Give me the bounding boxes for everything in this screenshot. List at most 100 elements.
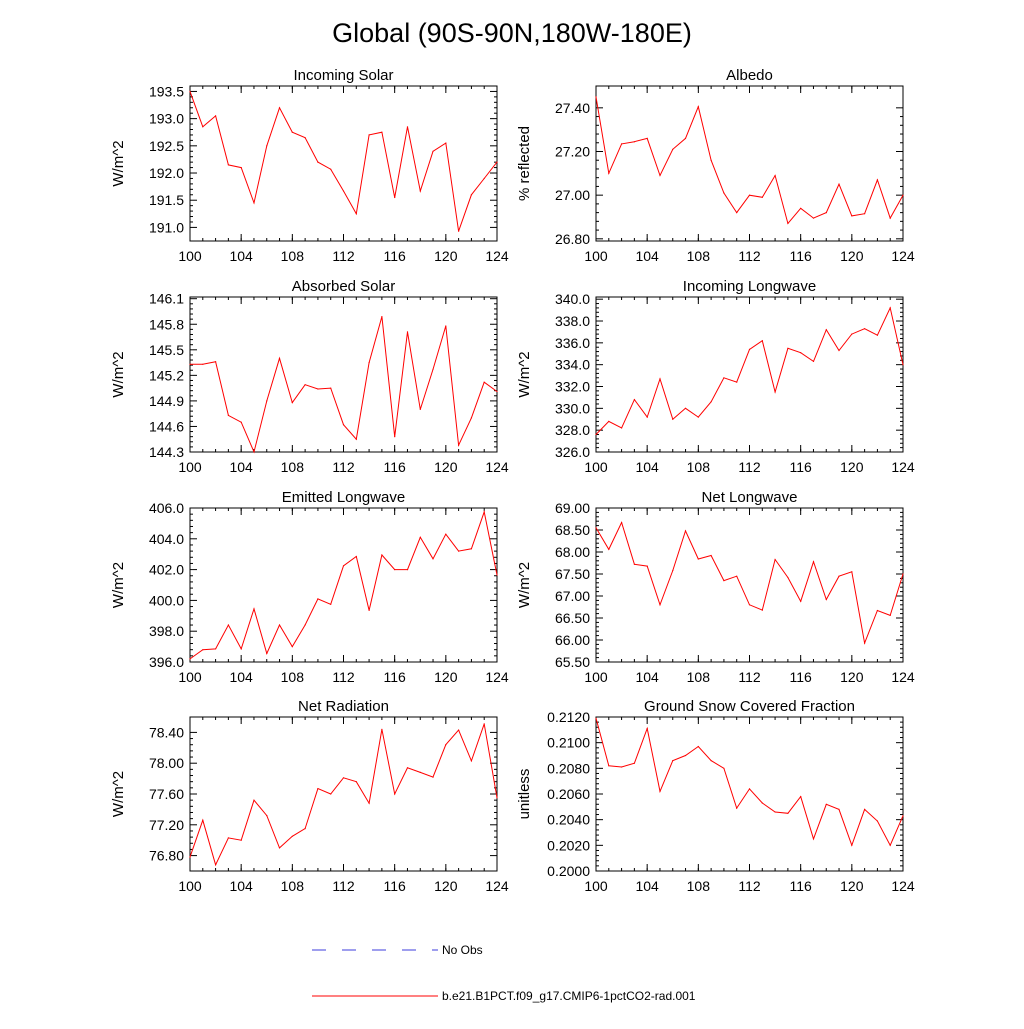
y-tick-label: 192.0 — [149, 165, 184, 181]
y-axis-label: W/m^2 — [110, 351, 127, 397]
data-point — [659, 174, 661, 177]
data-point — [483, 381, 485, 383]
x-tick-label: 100 — [178, 669, 202, 685]
series-line — [595, 521, 904, 645]
data-point — [787, 222, 789, 225]
x-tick-label: 124 — [891, 459, 915, 475]
data-point — [633, 762, 636, 764]
y-tick-label: 0.2000 — [547, 863, 590, 879]
x-tick-label: 124 — [485, 248, 509, 264]
data-point — [496, 161, 498, 163]
y-tick-label: 78.40 — [149, 724, 184, 740]
data-point — [445, 744, 447, 746]
data-point — [902, 194, 904, 196]
y-axis-label: W/m^2 — [516, 562, 533, 608]
panel-title: Ground Snow Covered Fraction — [644, 698, 855, 715]
y-tick-label: 0.2100 — [547, 735, 590, 751]
data-point — [317, 598, 319, 600]
data-point — [659, 790, 661, 793]
x-tick-label: 120 — [840, 669, 864, 685]
y-tick-label: 332.0 — [555, 379, 590, 395]
data-point — [864, 642, 866, 644]
data-point — [240, 648, 242, 650]
data-point — [876, 609, 879, 612]
data-point — [902, 815, 904, 817]
data-point — [889, 844, 891, 846]
panel-title: Albedo — [726, 67, 773, 84]
y-tick-label: 78.00 — [149, 755, 184, 771]
x-tick-label: 104 — [229, 878, 253, 894]
data-point — [355, 213, 357, 215]
data-point — [215, 115, 217, 117]
x-tick-label: 112 — [332, 248, 355, 264]
y-tick-label: 192.5 — [149, 138, 184, 154]
data-point — [787, 347, 789, 349]
legend-label-2: b.e21.B1PCT.f09_g17.CMIP6-1pctCO2-rad.00… — [442, 989, 696, 1003]
series-line — [189, 723, 498, 867]
x-tick-label: 108 — [281, 669, 305, 685]
data-point — [659, 378, 661, 380]
data-point — [496, 574, 498, 576]
panel-title: Incoming Longwave — [683, 278, 816, 295]
data-point — [458, 550, 460, 552]
data-point — [774, 174, 776, 177]
data-point — [266, 400, 268, 402]
series-line — [595, 96, 904, 225]
data-point — [406, 331, 409, 333]
x-tick-label: 120 — [434, 459, 458, 475]
data-point — [697, 745, 699, 748]
data-point — [215, 648, 217, 650]
data-point — [697, 416, 699, 418]
figure-title: Global (90S-90N,180W-180E) — [332, 18, 692, 48]
x-tick-label: 124 — [891, 248, 915, 264]
data-point — [483, 723, 485, 725]
data-point — [608, 548, 610, 551]
y-tick-label: 27.20 — [555, 143, 590, 159]
data-point — [608, 420, 610, 422]
y-tick-label: 69.00 — [555, 500, 590, 516]
data-point — [470, 417, 472, 419]
x-tick-label: 108 — [687, 669, 711, 685]
y-tick-label: 144.3 — [149, 444, 184, 460]
data-point — [394, 436, 396, 438]
data-point — [838, 349, 840, 352]
y-tick-label: 66.00 — [555, 632, 590, 648]
data-point — [317, 788, 319, 790]
data-point — [458, 729, 460, 731]
x-tick-label: 116 — [790, 878, 813, 894]
data-point — [595, 433, 597, 436]
panel-5: Emitted Longwave 100 104 108 112 116 120 124 396… — [110, 489, 509, 685]
x-tick-label: 112 — [738, 459, 761, 475]
data-point — [800, 352, 802, 354]
data-point — [736, 381, 738, 383]
data-point — [330, 603, 332, 605]
x-tick-label: 104 — [635, 878, 659, 894]
data-point — [342, 190, 345, 192]
x-tick-label: 104 — [229, 248, 253, 264]
x-tick-label: 112 — [332, 878, 355, 894]
data-point — [240, 421, 242, 423]
data-point — [240, 167, 242, 169]
data-point — [684, 530, 687, 532]
data-point — [812, 838, 815, 840]
data-point — [355, 555, 357, 558]
data-point — [633, 141, 636, 143]
y-tick-label: 68.00 — [555, 544, 590, 560]
data-point — [748, 194, 751, 196]
data-point — [800, 796, 802, 798]
data-point — [902, 364, 904, 366]
data-point — [278, 357, 281, 359]
data-point — [748, 788, 751, 790]
plot-frame — [189, 85, 498, 242]
y-tick-label: 406.0 — [149, 500, 184, 516]
data-point — [723, 377, 725, 379]
data-point — [736, 807, 738, 809]
data-point — [266, 145, 268, 147]
data-point — [621, 521, 623, 524]
y-tick-label: 26.80 — [555, 231, 590, 247]
y-axis-label: W/m^2 — [110, 562, 127, 608]
y-tick-label: 145.2 — [149, 367, 184, 383]
data-point — [838, 183, 840, 185]
data-point — [291, 646, 293, 648]
data-point — [445, 142, 447, 144]
